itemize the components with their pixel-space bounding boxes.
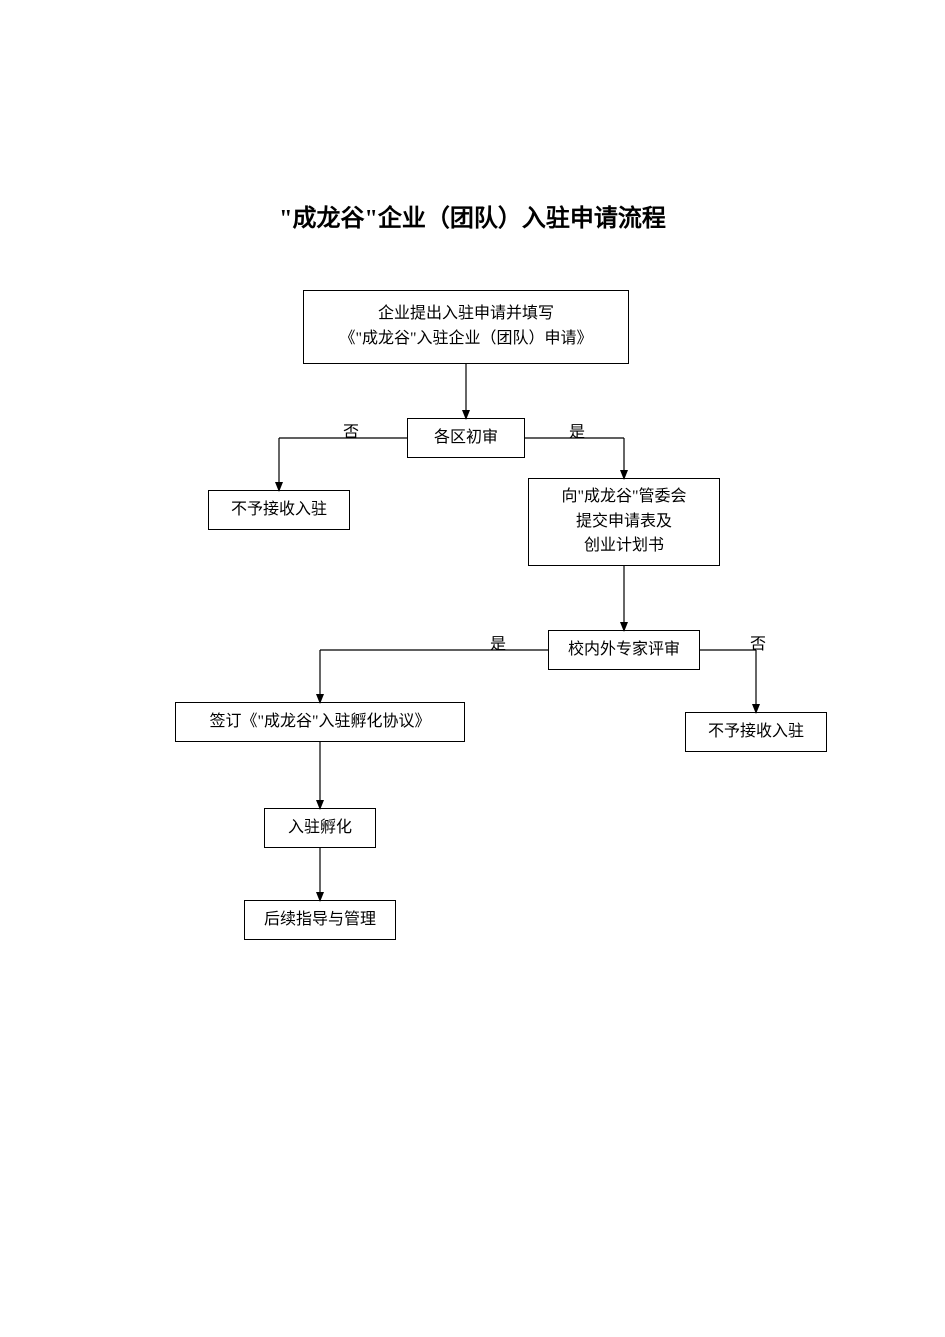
node-line: 校内外专家评审 <box>568 638 680 663</box>
node-line: 提交申请表及 <box>576 510 672 535</box>
page-title: "成龙谷"企业（团队）入驻申请流程 <box>0 198 945 233</box>
edge-label-yes-1: 是 <box>569 418 585 442</box>
node-line: 《"成龙谷"入驻企业（团队）申请》 <box>339 327 592 352</box>
node-line: 签订《"成龙谷"入驻孵化协议》 <box>209 710 430 735</box>
node-reject-2: 不予接收入驻 <box>685 712 827 752</box>
edge-label-yes-2: 是 <box>490 630 506 654</box>
node-line: 向"成龙谷"管委会 <box>561 485 686 510</box>
edge-label-no-2: 否 <box>750 630 766 654</box>
node-line: 不予接收入驻 <box>231 498 327 523</box>
node-line: 各区初审 <box>434 426 498 451</box>
node-line: 不予接收入驻 <box>708 720 804 745</box>
node-line: 企业提出入驻申请并填写 <box>378 302 554 327</box>
node-line: 后续指导与管理 <box>264 908 376 933</box>
node-incubate: 入驻孵化 <box>264 808 376 848</box>
node-reject-1: 不予接收入驻 <box>208 490 350 530</box>
node-apply: 企业提出入驻申请并填写 《"成龙谷"入驻企业（团队）申请》 <box>303 290 629 364</box>
node-sign-agreement: 签订《"成龙谷"入驻孵化协议》 <box>175 702 465 742</box>
node-line: 入驻孵化 <box>288 816 352 841</box>
node-submit-committee: 向"成龙谷"管委会 提交申请表及 创业计划书 <box>528 478 720 566</box>
node-line: 创业计划书 <box>584 534 664 559</box>
node-followup: 后续指导与管理 <box>244 900 396 940</box>
edge-label-no-1: 否 <box>343 418 359 442</box>
node-expert-review: 校内外专家评审 <box>548 630 700 670</box>
node-district-review: 各区初审 <box>407 418 525 458</box>
